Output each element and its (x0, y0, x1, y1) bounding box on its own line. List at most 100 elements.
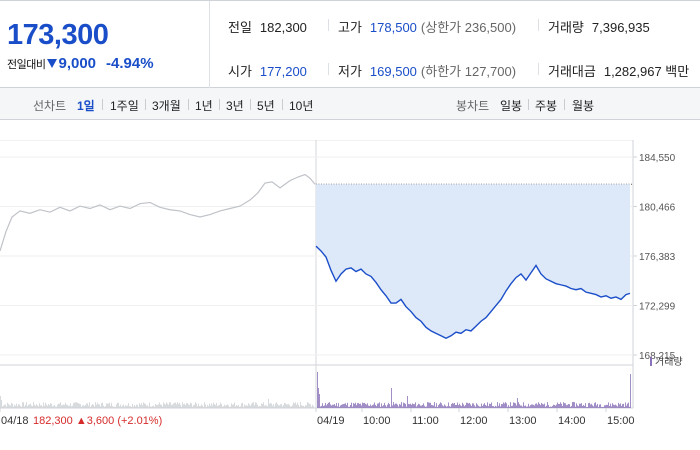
volume-bar (550, 406, 551, 408)
volume-bar (583, 404, 584, 408)
volume-bar (320, 406, 321, 408)
volume-bar (18, 404, 19, 408)
volume-bar (167, 403, 168, 408)
volume-bar (438, 405, 439, 408)
volume-bar (621, 406, 622, 408)
volume-bar (215, 405, 216, 408)
volume-bar (523, 402, 524, 408)
period-10y-button[interactable]: 10년 (289, 99, 314, 113)
volume-bar (388, 402, 389, 408)
volume-bar (278, 405, 279, 408)
candle-chart-label: 봉차트 (456, 99, 490, 113)
volume-bar (144, 403, 145, 408)
volume-bar (162, 406, 163, 408)
volume-bar (589, 402, 590, 408)
volume-bar (319, 394, 320, 408)
volume-bar (625, 402, 626, 408)
volume-bar (433, 405, 434, 408)
volume-bar (184, 403, 185, 408)
period-5y-button[interactable]: 5년 (257, 99, 275, 113)
volume-bar (105, 406, 106, 408)
volume-bar (531, 404, 532, 408)
toolbar-divider (219, 99, 220, 110)
volume-bar (309, 403, 310, 408)
volume-bar (593, 406, 594, 408)
volume-bar (452, 403, 453, 408)
volume-bar (424, 405, 425, 408)
volume-bar (517, 398, 518, 408)
volume-bar (386, 406, 387, 408)
volume-bar (354, 403, 355, 408)
volume-bar (303, 405, 304, 408)
volume-bar (302, 405, 303, 408)
period-1w-button[interactable]: 1주일 (110, 99, 139, 113)
volume-bar (581, 403, 582, 408)
volume-bar (453, 403, 454, 408)
volume-bar (79, 403, 80, 408)
period-1y-button[interactable]: 1년 (195, 99, 213, 113)
volume-bar (565, 403, 566, 408)
volume-bar (614, 405, 615, 408)
volume-bar (472, 403, 473, 408)
volume-bar (286, 404, 287, 408)
period-3y-button[interactable]: 3년 (226, 99, 244, 113)
candle-daily-button[interactable]: 일봉 (500, 99, 523, 113)
volume-bar (375, 404, 376, 408)
volume-bar (282, 406, 283, 408)
volume-bar (389, 404, 390, 408)
volume-bar (390, 406, 391, 408)
volume-bar (34, 404, 35, 408)
change-percent: -4.94% (106, 55, 154, 72)
volume-bar (429, 402, 430, 408)
volume-bar (629, 406, 630, 408)
volume-bar (31, 405, 32, 408)
volume-bar (423, 403, 424, 408)
volume-bar (181, 406, 182, 408)
volume-bar (383, 405, 384, 408)
current-price-box: 173,300 전일대비 9,000 -4.94% (0, 1, 210, 88)
period-3m-button[interactable]: 3개월 (152, 99, 181, 113)
volume-bar (543, 404, 544, 408)
price-summary: 173,300 전일대비 9,000 -4.94% 전일 182,300 고가 17… (0, 0, 700, 88)
volume-bar (300, 402, 301, 408)
volume-bar (115, 406, 116, 408)
volume-bar (8, 404, 9, 408)
x-tick-label: 15:00 (607, 415, 635, 427)
volume-bar (57, 404, 58, 408)
volume-bar (93, 404, 94, 408)
stat-low: 저가 169,500 (하한가 127,700) (338, 64, 517, 79)
volume-bar (348, 406, 349, 408)
volume-bar (78, 403, 79, 408)
candle-weekly-button[interactable]: 주봉 (535, 99, 558, 113)
volume-bar (190, 402, 191, 408)
volume-bar (260, 406, 261, 408)
volume-bar (13, 406, 14, 408)
volume-bar (90, 406, 91, 408)
candle-monthly-button[interactable]: 월봉 (572, 99, 595, 113)
volume-bar (268, 399, 269, 408)
volume-bar (506, 403, 507, 408)
volume-bar (227, 404, 228, 408)
volume-bar (570, 406, 571, 408)
volume-bar (224, 404, 225, 408)
volume-bar (233, 404, 234, 408)
volume-bar (69, 405, 70, 408)
volume-legend-swatch (650, 357, 652, 366)
volume-bar (356, 405, 357, 408)
volume-bar (21, 406, 22, 408)
volume-bar (381, 403, 382, 408)
volume-bar (301, 405, 302, 408)
volume-bar (220, 402, 221, 408)
volume-bar (456, 404, 457, 408)
volume-bar (97, 402, 98, 408)
stat-open: 시가 177,200 (228, 64, 307, 79)
volume-bar (261, 403, 262, 408)
period-1d-button[interactable]: 1일 (77, 99, 95, 113)
volume-bar (171, 404, 172, 408)
volume-bar (557, 402, 558, 408)
volume-bar (77, 402, 78, 408)
volume-bar (148, 406, 149, 408)
volume-bar (229, 406, 230, 408)
volume-bar (362, 402, 363, 408)
volume-bar (88, 405, 89, 408)
